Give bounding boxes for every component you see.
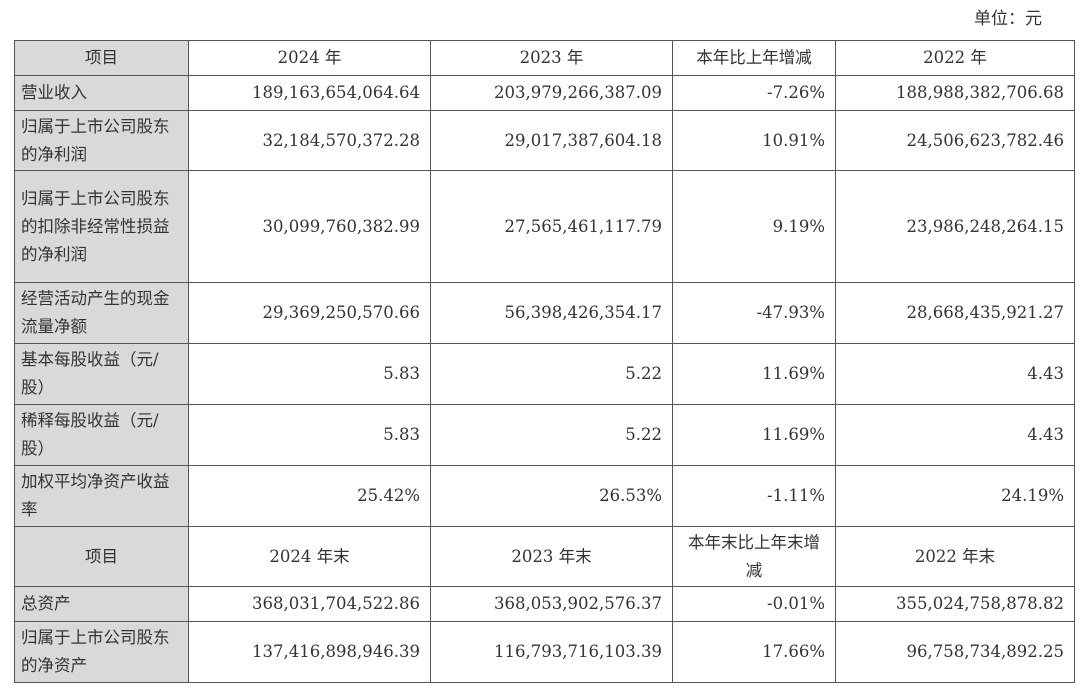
table-row: 营业收入 189,163,654,064.64 203,979,266,387.09…	[14, 75, 1075, 111]
value-2024: 137,416,898,946.39	[188, 621, 431, 683]
value-2022: 96,758,734,892.25	[835, 621, 1075, 683]
value-2024: 5.83	[188, 343, 431, 405]
change-value: 11.69%	[672, 404, 836, 466]
value-2023: 56,398,426,354.17	[430, 282, 673, 344]
table-row: 归属于上市公司股东的扣除非经常性损益的净利润 30,099,760,382.99 2…	[14, 170, 1075, 283]
change-value: 9.19%	[672, 170, 836, 283]
row-label: 营业收入	[14, 75, 189, 111]
value-2023: 29,017,387,604.18	[430, 110, 673, 171]
unit-label: 单位：元	[974, 9, 1042, 29]
value-2024: 368,031,704,522.86	[188, 586, 431, 622]
value-2022: 4.43	[835, 404, 1075, 466]
table-row: 经营活动产生的现金流量净额 29,369,250,570.66 56,398,426…	[14, 282, 1075, 344]
change-value: 17.66%	[672, 621, 836, 683]
change-value: -7.26%	[672, 75, 836, 111]
value-2024: 5.83	[188, 404, 431, 466]
table-row: 归属于上市公司股东的净利润 32,184,570,372.28 29,017,387…	[14, 110, 1075, 171]
value-2022: 4.43	[835, 343, 1075, 405]
row-label: 基本每股收益（元/股）	[14, 343, 189, 405]
change-value: -0.01%	[672, 586, 836, 622]
row-label: 加权平均净资产收益率	[14, 465, 189, 527]
value-2023: 5.22	[430, 404, 673, 466]
change-value: -47.93%	[672, 282, 836, 344]
row-label: 经营活动产生的现金流量净额	[14, 282, 189, 344]
row-label: 归属于上市公司股东的净资产	[14, 621, 189, 683]
value-2024: 29,369,250,570.66	[188, 282, 431, 344]
column-header: 2024 年末	[188, 526, 431, 587]
value-2022: 24.19%	[835, 465, 1075, 527]
value-2023: 5.22	[430, 343, 673, 405]
value-2023: 116,793,716,103.39	[430, 621, 673, 683]
column-header: 2023 年	[430, 40, 673, 76]
value-2022: 28,668,435,921.27	[835, 282, 1075, 344]
value-2023: 368,053,902,576.37	[430, 586, 673, 622]
value-2024: 25.42%	[188, 465, 431, 527]
column-header: 本年末比上年末增减	[672, 526, 836, 587]
table-row: 稀释每股收益（元/股） 5.83 5.22 11.69% 4.43	[14, 404, 1075, 466]
value-2023: 26.53%	[430, 465, 673, 527]
value-2022: 355,024,758,878.82	[835, 586, 1075, 622]
table-row: 总资产 368,031,704,522.86 368,053,902,576.37-…	[14, 586, 1075, 622]
value-2024: 32,184,570,372.28	[188, 110, 431, 171]
value-2024: 189,163,654,064.64	[188, 75, 431, 111]
header-row: 项目 2024 年 2023 年本年比上年增减 2022 年	[14, 40, 1075, 76]
column-header: 项目	[14, 526, 189, 587]
change-value: 10.91%	[672, 110, 836, 171]
value-2022: 23,986,248,264.15	[835, 170, 1075, 283]
value-2022: 24,506,623,782.46	[835, 110, 1075, 171]
table-row: 加权平均净资产收益率 25.42% 26.53% -1.11% 24.19%	[14, 465, 1075, 527]
table-row: 归属于上市公司股东的净资产 137,416,898,946.39 116,793,7…	[14, 621, 1075, 683]
row-label: 归属于上市公司股东的扣除非经常性损益的净利润	[14, 170, 189, 283]
row-label: 稀释每股收益（元/股）	[14, 404, 189, 466]
change-value: 11.69%	[672, 343, 836, 405]
value-2023: 203,979,266,387.09	[430, 75, 673, 111]
header-row: 项目 2024 年末 2023 年末 本年末比上年末增减 2022 年末	[14, 526, 1075, 587]
value-2023: 27,565,461,117.79	[430, 170, 673, 283]
change-value: -1.11%	[672, 465, 836, 527]
row-label: 归属于上市公司股东的净利润	[14, 110, 189, 171]
column-header: 本年比上年增减	[672, 40, 836, 76]
column-header: 2023 年末	[430, 526, 673, 587]
row-label: 总资产	[14, 586, 189, 622]
column-header: 2024 年	[188, 40, 431, 76]
table-row: 基本每股收益（元/股） 5.83 5.22 11.69% 4.43	[14, 343, 1075, 405]
value-2022: 188,988,382,706.68	[835, 75, 1075, 111]
column-header: 2022 年	[835, 40, 1075, 76]
financial-table: 项目 2024 年 2023 年本年比上年增减 2022 年营业收入 189,163,6…	[14, 40, 1075, 683]
column-header: 2022 年末	[835, 526, 1075, 587]
value-2024: 30,099,760,382.99	[188, 170, 431, 283]
column-header: 项目	[14, 40, 189, 76]
